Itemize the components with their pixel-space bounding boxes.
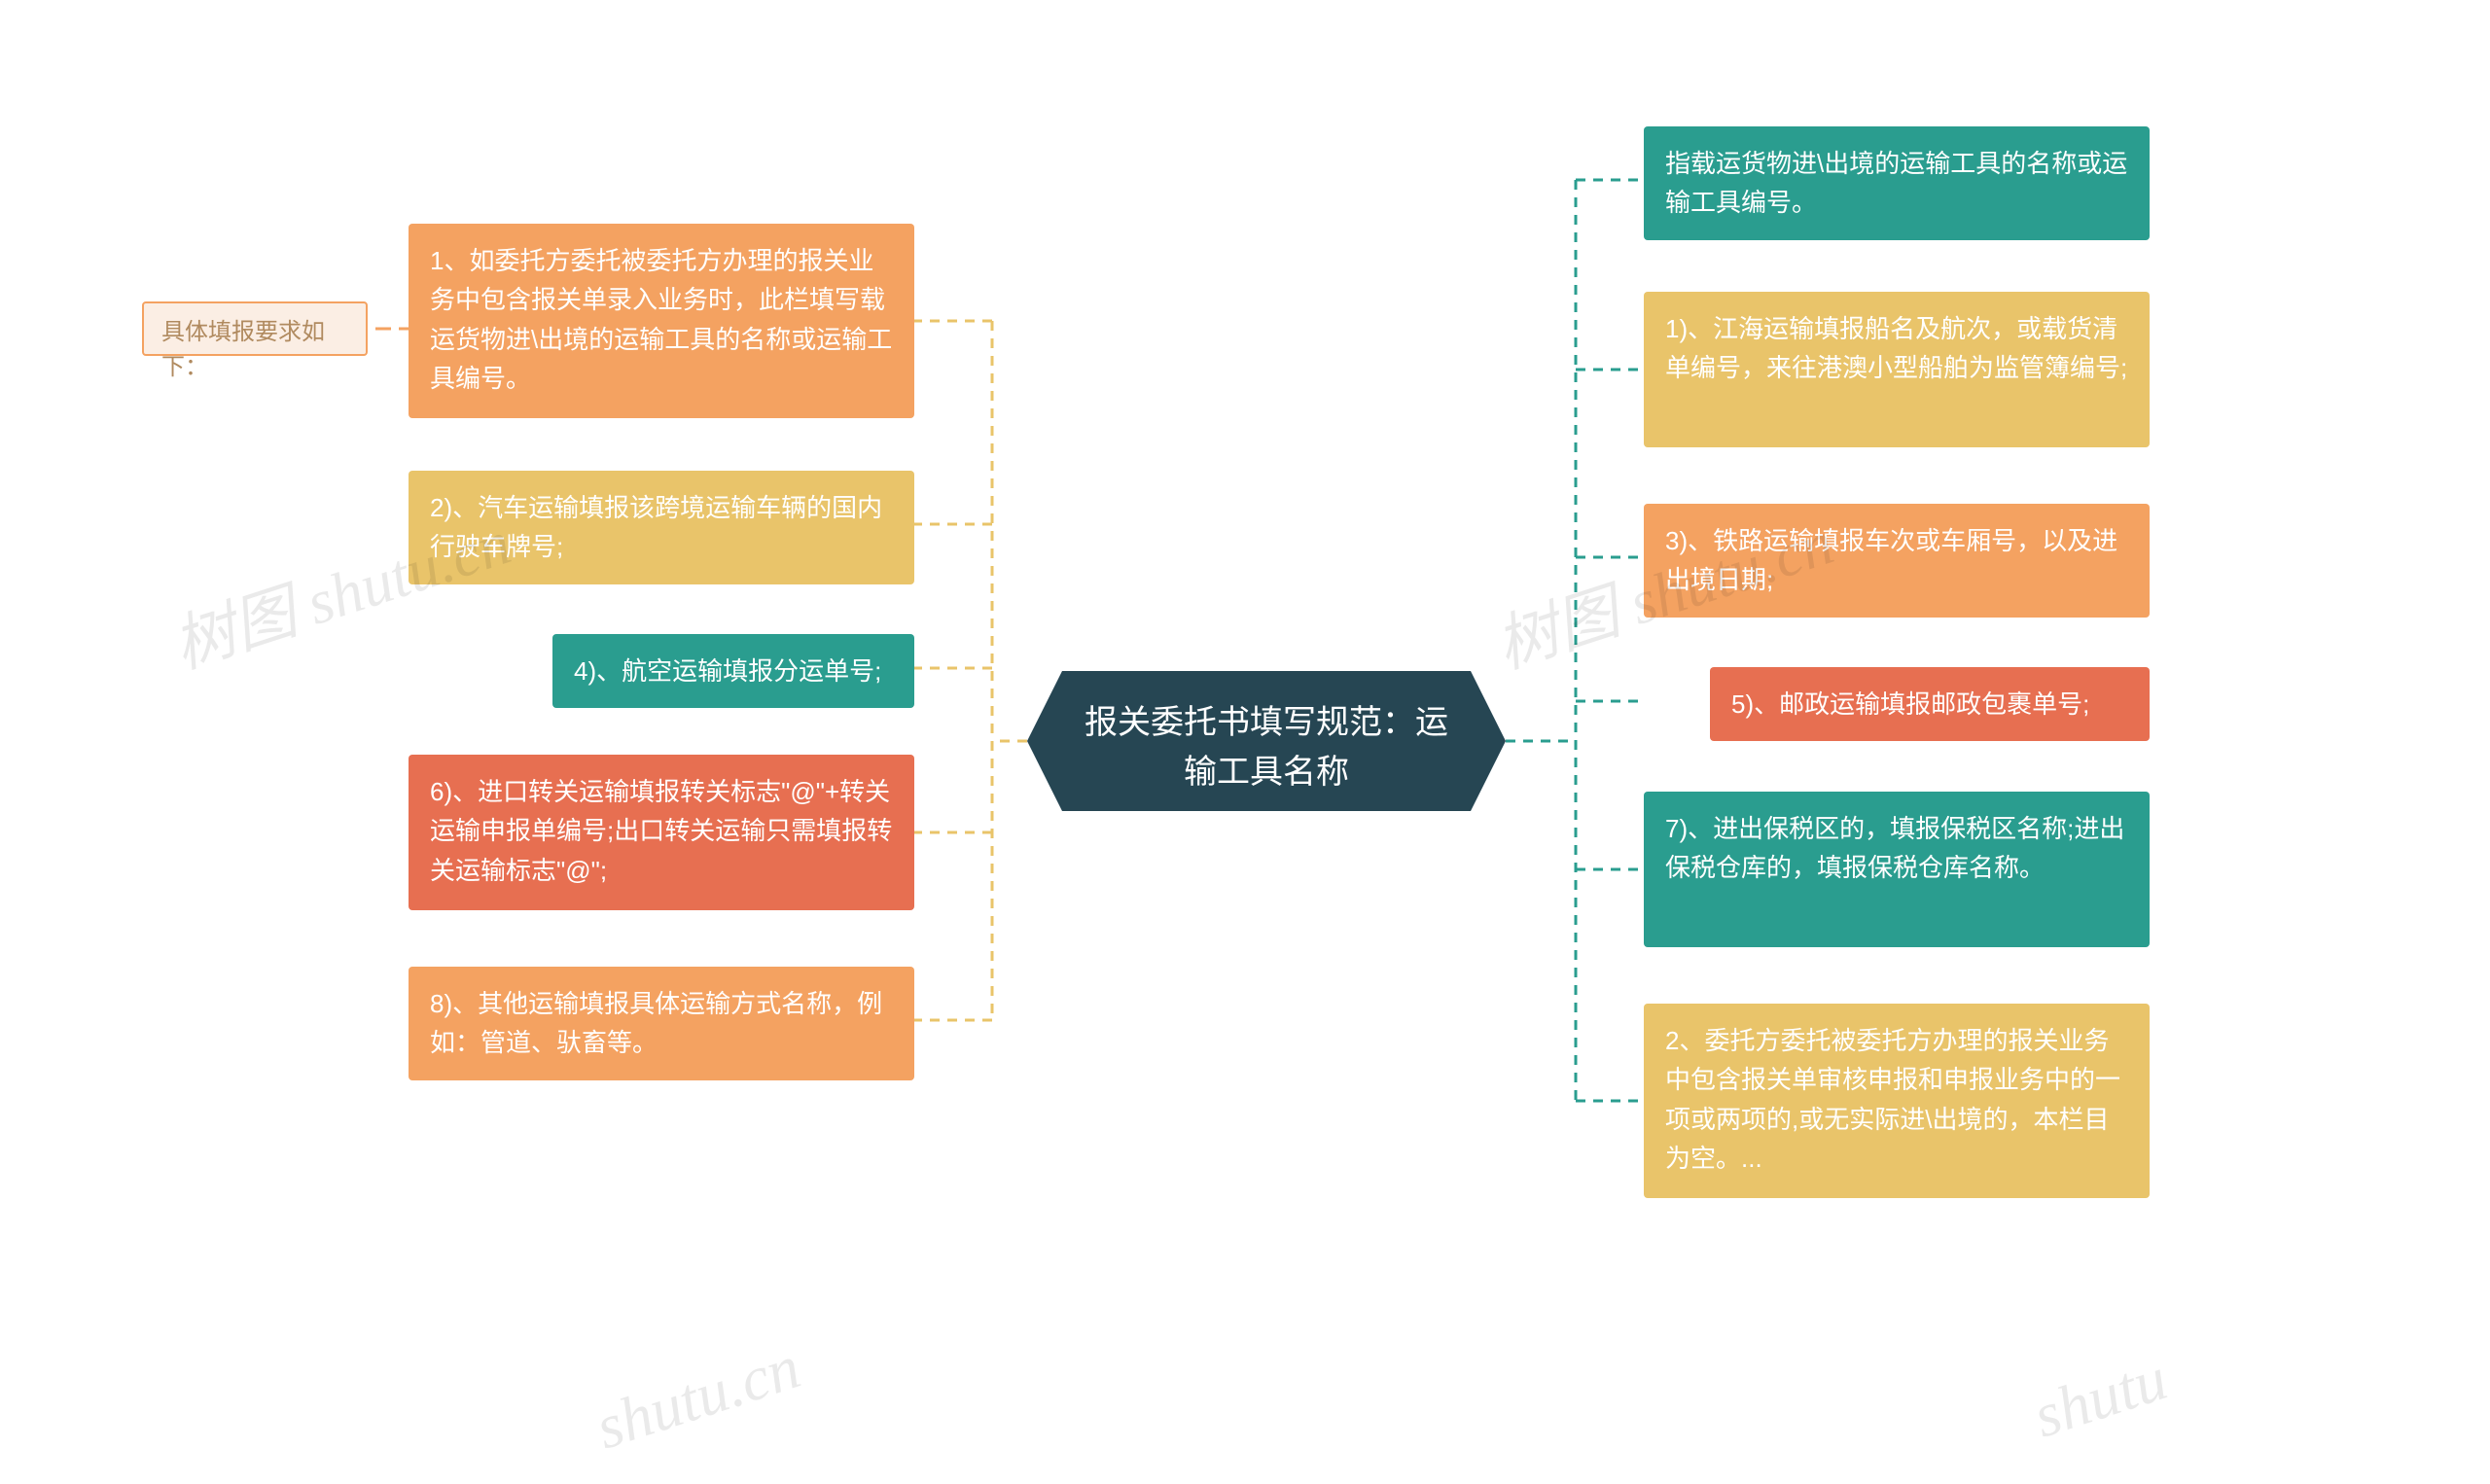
right-node-4: 7)、进出保税区的，填报保税区名称;进出保税仓库的，填报保税仓库名称。 [1644,792,2150,947]
watermark-3: shutu [2025,1342,2176,1452]
left-node-0-text: 1、如委托方委托被委托方办理的报关业务中包含报关单录入业务时，此栏填写载运货物进… [430,246,892,393]
right-node-2-text: 3)、铁路运输填报车次或车厢号，以及进出境日期; [1665,526,2117,594]
leaf-node: 具体填报要求如下： [142,301,368,356]
left-node-2: 4)、航空运输填报分运单号; [552,634,914,708]
left-node-3-text: 6)、进口转关运输填报转关标志"@"+转关运输申报单编号;出口转关运输只需填报转… [430,777,892,885]
leaf-node-text: 具体填报要求如下： [161,319,325,380]
center-node-text: 报关委托书填写规范：运输工具名称 [1085,704,1448,791]
left-node-2-text: 4)、航空运输填报分运单号; [574,656,881,686]
right-node-2: 3)、铁路运输填报车次或车厢号，以及进出境日期; [1644,504,2150,618]
right-node-5-text: 2、委托方委托被委托方办理的报关业务中包含报关单审核申报和申报业务中的一项或两项… [1665,1026,2120,1173]
right-node-1-text: 1)、江海运输填报船名及航次，或载货清单编号，来往港澳小型船舶为监管簿编号; [1665,314,2127,382]
center-node: 报关委托书填写规范：运输工具名称 [1062,671,1471,811]
right-node-3: 5)、邮政运输填报邮政包裹单号; [1710,667,2150,741]
right-node-1: 1)、江海运输填报船名及航次，或载货清单编号，来往港澳小型船舶为监管簿编号; [1644,292,2150,447]
right-node-0: 指载运货物进\出境的运输工具的名称或运输工具编号。 [1644,126,2150,240]
left-node-0: 1、如委托方委托被委托方办理的报关业务中包含报关单录入业务时，此栏填写载运货物进… [409,224,914,418]
watermark-2: shutu.cn [587,1331,808,1465]
left-node-3: 6)、进口转关运输填报转关标志"@"+转关运输申报单编号;出口转关运输只需填报转… [409,755,914,910]
right-node-3-text: 5)、邮政运输填报邮政包裹单号; [1731,689,2089,719]
right-node-4-text: 7)、进出保税区的，填报保税区名称;进出保税仓库的，填报保税仓库名称。 [1665,814,2124,882]
left-node-1: 2)、汽车运输填报该跨境运输车辆的国内行驶车牌号; [409,471,914,584]
right-node-5: 2、委托方委托被委托方办理的报关业务中包含报关单审核申报和申报业务中的一项或两项… [1644,1004,2150,1198]
left-node-1-text: 2)、汽车运输填报该跨境运输车辆的国内行驶车牌号; [430,493,882,561]
right-node-0-text: 指载运货物进\出境的运输工具的名称或运输工具编号。 [1665,149,2127,217]
left-node-4: 8)、其他运输填报具体运输方式名称，例如：管道、驮畜等。 [409,967,914,1080]
left-node-4-text: 8)、其他运输填报具体运输方式名称，例如：管道、驮畜等。 [430,989,882,1057]
